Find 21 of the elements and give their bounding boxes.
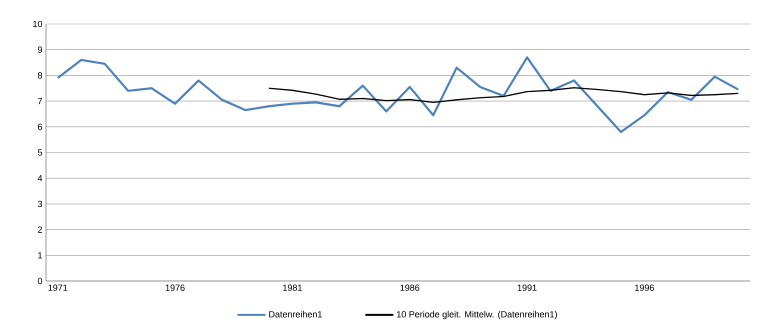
legend-label: Datenreihen1 [269,310,322,318]
y-tick-label: 5 [38,149,42,156]
y-tick-label: 0 [38,278,42,284]
x-tick-label: 1976 [166,284,185,291]
y-tick-label: 10 [33,20,42,28]
y-tick-label: 2 [38,226,42,233]
y-tick-label: 7 [38,98,42,104]
y-tick-label: 3 [38,200,42,208]
line-series [56,56,740,134]
line-series [268,87,739,104]
x-tick-label: 1986 [400,284,420,291]
x-tick-label: 1981 [283,284,302,291]
y-tick-label: 8 [38,72,42,79]
y-tick-label: 1 [38,252,42,258]
x-tick-label: 1996 [635,284,654,291]
legend-label: 10 Periode gleit. Mittelw. (Datenreihen1) [397,310,557,320]
y-tick-label: 9 [38,46,42,53]
x-tick-label: 1971 [48,284,68,291]
y-tick-label: 6 [38,124,42,130]
y-tick-label: 4 [38,175,42,182]
x-tick-label: 1991 [518,284,537,291]
